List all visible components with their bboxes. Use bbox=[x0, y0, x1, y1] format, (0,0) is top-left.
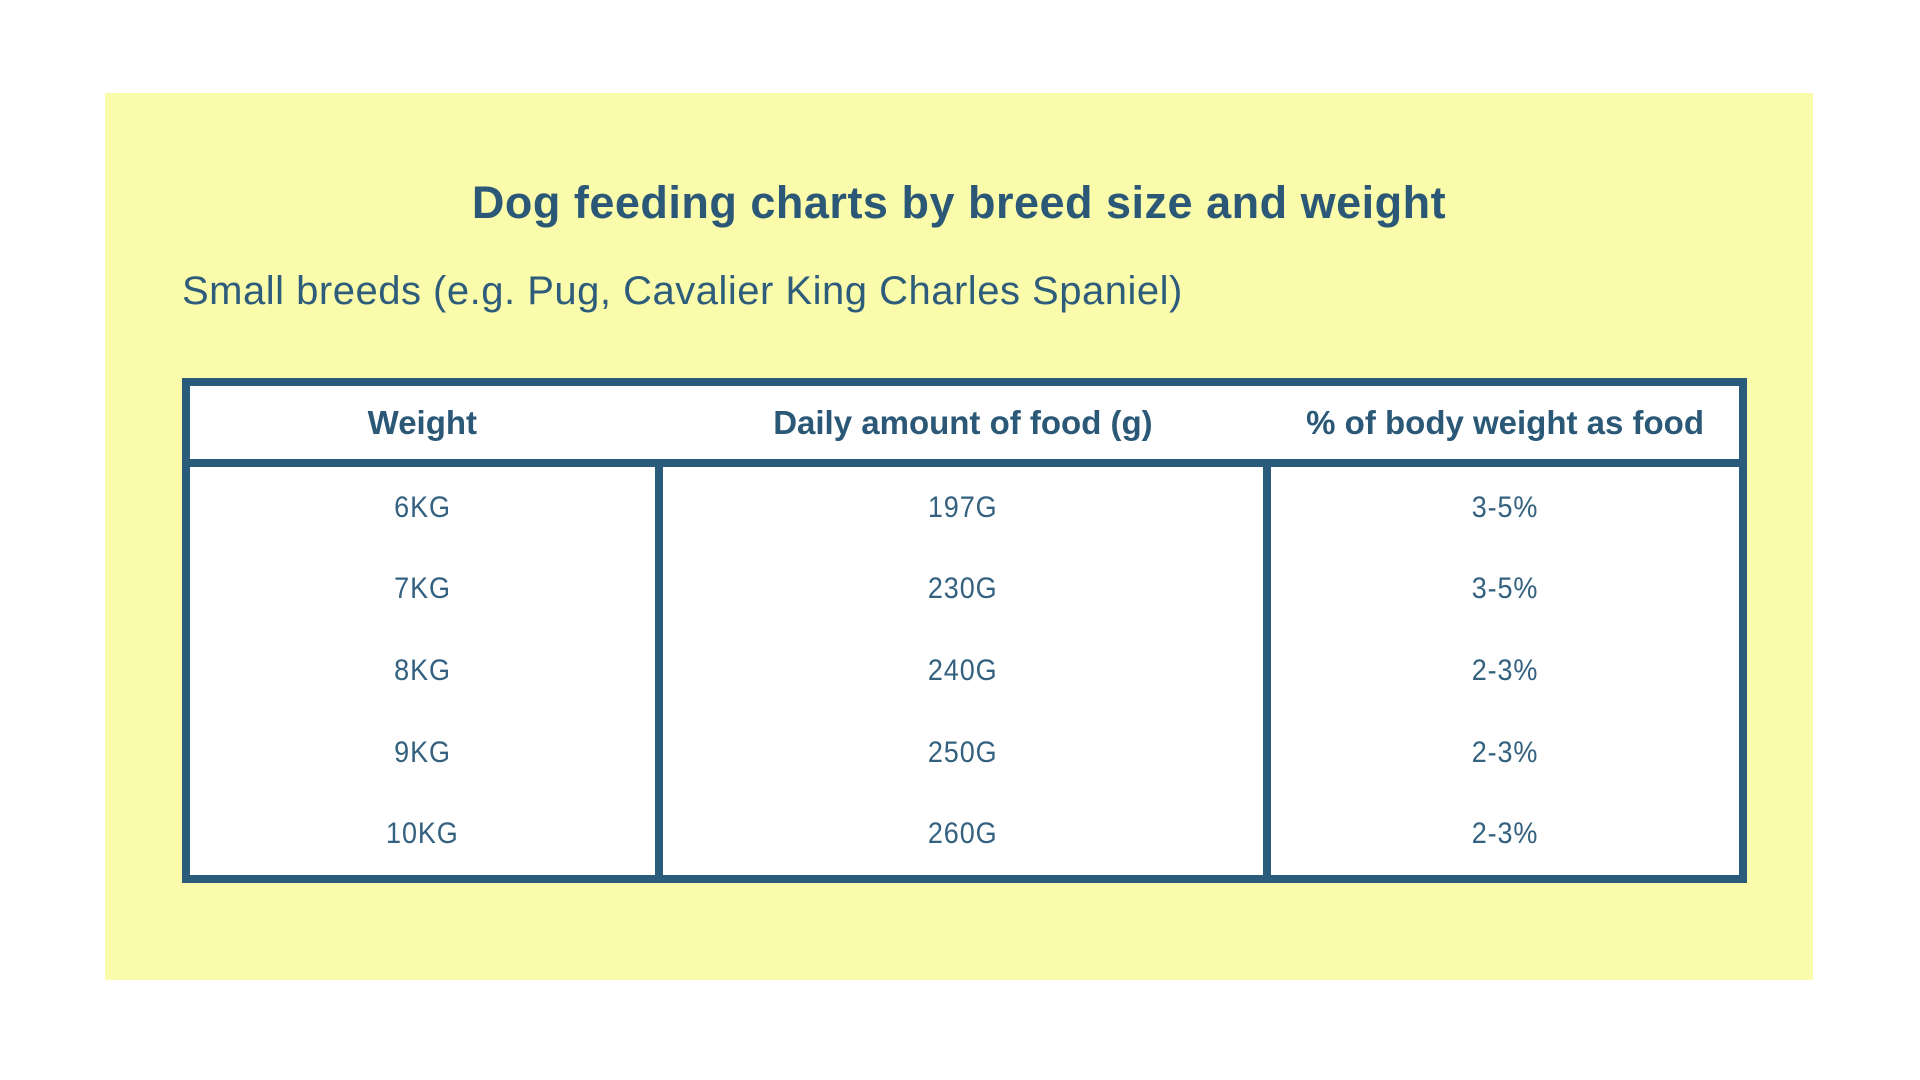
table-cell-daily-amount: 240G bbox=[654, 630, 1272, 712]
table-cell-body-weight-pct: 2-3% bbox=[1471, 817, 1539, 851]
table-cell-weight: 10KG bbox=[386, 817, 459, 851]
table-cell-weight: 8KG bbox=[393, 653, 451, 687]
page-title: Dog feeding charts by breed size and wei… bbox=[471, 177, 1447, 228]
table-cell-daily-amount: 230G bbox=[654, 548, 1272, 631]
table-cell-daily-amount: 260G bbox=[654, 793, 1272, 875]
column-header-weight: Weight bbox=[367, 403, 478, 441]
table-cell-body-weight-pct: 2-3% bbox=[1471, 653, 1539, 687]
table-cell-daily-amount: 197G bbox=[654, 467, 1272, 549]
column-header-body-weight-pct: % of body weight as food bbox=[1306, 403, 1704, 441]
table-cell-weight: 9KG bbox=[393, 735, 451, 769]
breed-size-subtitle: Small breeds (e.g. Pug, Cavalier King Ch… bbox=[182, 269, 1183, 313]
table-cell-weight: 7KG bbox=[393, 572, 451, 606]
column-header-daily-amount: Daily amount of food (g) bbox=[773, 403, 1153, 441]
infographic-card: Dog feeding charts by breed size and wei… bbox=[105, 93, 1813, 980]
table-cell-body-weight-pct: 3-5% bbox=[1471, 572, 1539, 606]
feeding-table: Weight Daily amount of food (g) % of bod… bbox=[182, 378, 1747, 883]
table-cell-weight: 6KG bbox=[393, 490, 451, 524]
table-cell-daily-amount: 250G bbox=[654, 711, 1272, 794]
table-body: 6KG 197G 3-5% 7KG 230G 3-5% 8KG 240G 2-3… bbox=[190, 467, 1739, 875]
table-cell-body-weight-pct: 3-5% bbox=[1471, 490, 1539, 524]
table-header-row: Weight Daily amount of food (g) % of bod… bbox=[190, 386, 1739, 467]
table-cell-body-weight-pct: 2-3% bbox=[1471, 735, 1539, 769]
